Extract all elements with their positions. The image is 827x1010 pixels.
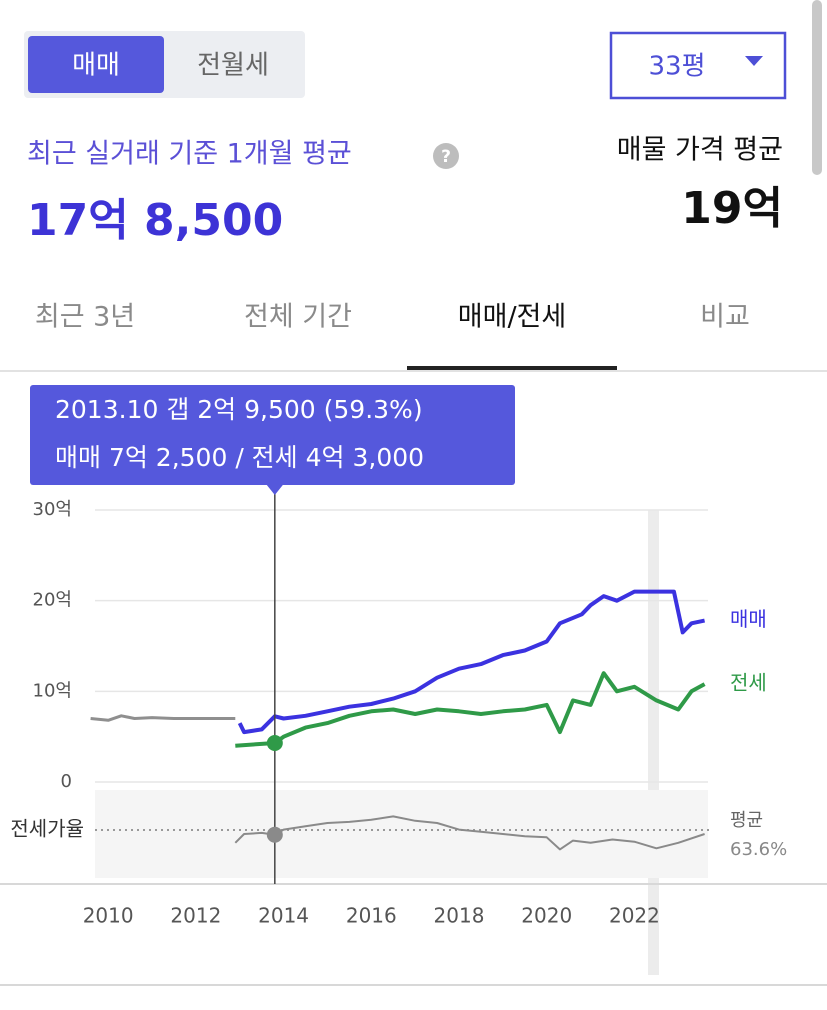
tab[interactable]: 최근 3년	[35, 302, 135, 333]
x-tick-label: 2020	[521, 904, 572, 928]
listing-label: 매물 가격 평균	[617, 135, 783, 166]
series-line	[237, 589, 706, 735]
y-tick-label: 20억	[33, 590, 72, 611]
y-tick-label: 0	[61, 771, 72, 792]
cursor-dot	[266, 735, 283, 752]
size-dropdown[interactable]	[609, 31, 787, 100]
tab-underline	[407, 366, 617, 370]
tooltip-pointer	[266, 485, 283, 495]
y-tick-label: 30억	[33, 499, 72, 520]
x-tick-label: 2014	[258, 904, 309, 928]
ratio-panel	[95, 790, 708, 878]
summary-label: 최근 실거래 기준 1개월 평균	[27, 139, 352, 170]
tab[interactable]: 매매/전세	[458, 302, 566, 333]
y-tick-label: 10억	[33, 680, 72, 701]
x-tick-label: 2012	[170, 904, 221, 928]
toggle-button[interactable]: 전월세	[197, 51, 269, 81]
help-icon-mark: ?	[441, 147, 451, 167]
cursor-dot	[266, 826, 283, 843]
x-tick-label: 2022	[609, 904, 660, 928]
listing-value: 19억	[681, 183, 783, 234]
dropdown-arrow	[745, 56, 763, 66]
x-tick-label: 2018	[434, 904, 485, 928]
series-line	[90, 714, 236, 722]
average-value: 63.6%	[730, 839, 787, 860]
hover-band	[648, 510, 659, 975]
toggle-active	[28, 36, 164, 93]
tooltip-line: 2013.10 갭 2억 9,500 (59.3%)	[55, 395, 423, 424]
series-label: 전세가율	[10, 817, 84, 841]
help-icon[interactable]	[433, 143, 459, 169]
series-label: 매매	[730, 607, 767, 631]
series-label: 전세	[730, 671, 767, 695]
series-line	[235, 671, 706, 748]
toggle-button[interactable]: 매매	[72, 51, 120, 81]
summary-value: 17억 8,500	[27, 195, 283, 246]
size-select: 33평	[648, 52, 705, 82]
tab[interactable]: 비교	[700, 302, 750, 333]
scrollbar[interactable]	[812, 0, 822, 175]
tooltip	[30, 385, 515, 485]
average-label: 평균	[730, 810, 763, 831]
tooltip-line: 매매 7억 2,500 / 전세 4억 3,000	[55, 443, 424, 472]
tab[interactable]: 전체 기간	[244, 302, 352, 333]
x-tick-label: 2016	[346, 904, 397, 928]
series-line	[234, 815, 705, 851]
x-tick-label: 2010	[83, 904, 134, 928]
